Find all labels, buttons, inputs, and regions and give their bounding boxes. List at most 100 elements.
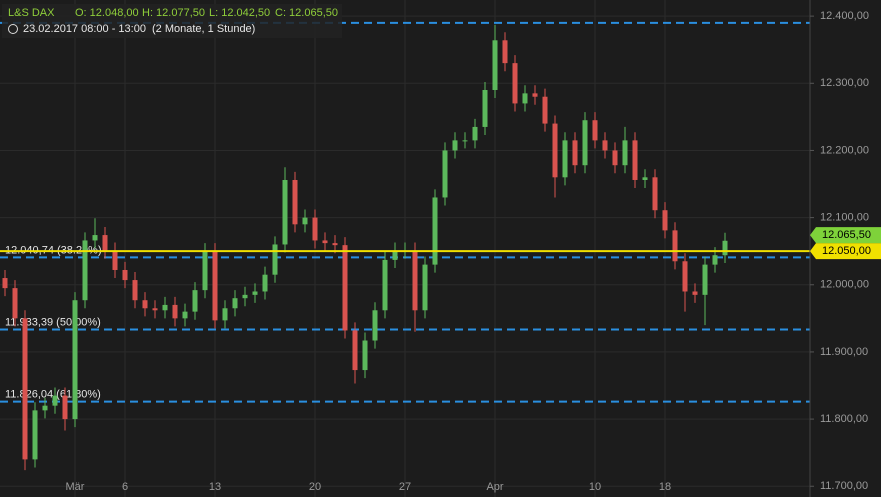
- ohlc-high: H: 12.077,50: [142, 7, 205, 19]
- candle-body: [432, 197, 438, 265]
- ohlc-close: C: 12.065,50: [275, 7, 338, 19]
- y-tick-label: 12.100,00: [820, 212, 869, 224]
- last-price-label: 12.065,50: [822, 229, 871, 241]
- x-tick-label: Apr: [486, 481, 503, 493]
- x-tick-label: 18: [659, 481, 671, 493]
- candle-body: [62, 395, 68, 420]
- candle-body: [712, 255, 718, 265]
- candle-body: [252, 291, 258, 295]
- candle-body: [362, 340, 368, 371]
- candle-body: [42, 405, 48, 411]
- candle-body: [332, 243, 338, 246]
- x-tick-label: Mär: [66, 481, 85, 493]
- candle-body: [282, 179, 288, 245]
- candle-body: [442, 150, 448, 198]
- candle-body: [202, 251, 208, 291]
- candle-body: [322, 240, 328, 244]
- candle-body: [502, 40, 508, 64]
- candle-body: [422, 264, 428, 311]
- candle-body: [622, 140, 628, 166]
- ohlc-low: L: 12.042,50: [209, 7, 270, 19]
- candle-body: [692, 291, 698, 295]
- candle-body: [312, 217, 318, 241]
- candle-body: [12, 288, 18, 319]
- candle-body: [532, 93, 538, 97]
- candle-body: [482, 89, 488, 127]
- candle-body: [602, 140, 608, 151]
- candle-body: [72, 300, 78, 420]
- candle-body: [512, 63, 518, 104]
- candle-body: [92, 235, 98, 241]
- candle-body: [582, 120, 588, 166]
- candle-body: [552, 123, 558, 178]
- candle-body: [642, 177, 648, 180]
- candle-body: [142, 300, 148, 309]
- candle-body: [272, 244, 278, 275]
- candle-body: [52, 395, 58, 406]
- y-tick-label: 12.000,00: [820, 279, 869, 291]
- candle-body: [32, 410, 38, 460]
- candle-body: [652, 177, 658, 211]
- instrument: L&S DAX: [8, 7, 55, 19]
- candle-body: [662, 210, 668, 231]
- candle-body: [452, 140, 458, 151]
- candle-body: [542, 96, 548, 124]
- candle-body: [412, 250, 418, 311]
- candle-body: [302, 217, 308, 225]
- candle-body: [82, 240, 88, 301]
- y-tick-label: 12.400,00: [820, 10, 869, 22]
- candle-body: [472, 126, 478, 141]
- candle-body: [152, 308, 158, 311]
- candle-body: [682, 261, 688, 292]
- plot-area: Mär6132027Apr101812.040,74 (38.20%)11.93…: [0, 0, 810, 497]
- fib-level-label: 11.933,39 (50.00%): [5, 316, 101, 328]
- clock-icon: [8, 24, 18, 34]
- candle-body: [672, 230, 678, 262]
- candle-body: [522, 93, 528, 104]
- x-tick-label: 6: [122, 481, 128, 493]
- range: (2 Monate, 1 Stunde): [152, 23, 255, 35]
- candle-body: [612, 150, 618, 166]
- candle-body: [22, 318, 28, 460]
- candle-body: [132, 280, 138, 301]
- candle-body: [292, 179, 298, 225]
- y-tick-label: 12.300,00: [820, 77, 869, 89]
- y-tick-label: 11.900,00: [820, 346, 868, 358]
- candle-body: [222, 308, 228, 321]
- y-tick-label: 11.700,00: [820, 480, 868, 492]
- candle-body: [232, 298, 238, 309]
- x-tick-label: 13: [209, 481, 221, 493]
- candle-body: [352, 330, 358, 371]
- candle-body: [702, 264, 708, 295]
- candle-body: [182, 311, 188, 319]
- candle-body: [242, 294, 248, 299]
- x-tick-label: 10: [589, 481, 601, 493]
- price-tag-label: 12.050,00: [822, 245, 871, 257]
- candle-body: [392, 250, 398, 260]
- candle-body: [462, 140, 468, 142]
- candle-body: [122, 269, 128, 281]
- candle-body: [102, 235, 108, 251]
- y-tick-label: 11.800,00: [820, 413, 868, 425]
- candle-body: [722, 240, 728, 256]
- candle-body: [382, 259, 388, 311]
- price-tag: [810, 243, 881, 260]
- candle-body: [2, 278, 8, 289]
- period: 23.02.2017 08:00 - 13:00: [23, 23, 146, 35]
- candle-body: [372, 310, 378, 341]
- candle-body: [572, 140, 578, 166]
- candle-body: [172, 304, 178, 319]
- last-price-tag: [810, 227, 881, 244]
- header-box: [2, 4, 342, 38]
- y-tick-label: 12.200,00: [820, 144, 869, 156]
- x-tick-label: 27: [399, 481, 411, 493]
- candle-body: [562, 140, 568, 178]
- ohlc-open: O: 12.048,00: [75, 7, 139, 19]
- candle-body: [112, 250, 118, 270]
- candle-body: [162, 304, 168, 311]
- candle-body: [192, 290, 198, 312]
- candle-body: [342, 245, 348, 331]
- x-tick-label: 20: [309, 481, 321, 493]
